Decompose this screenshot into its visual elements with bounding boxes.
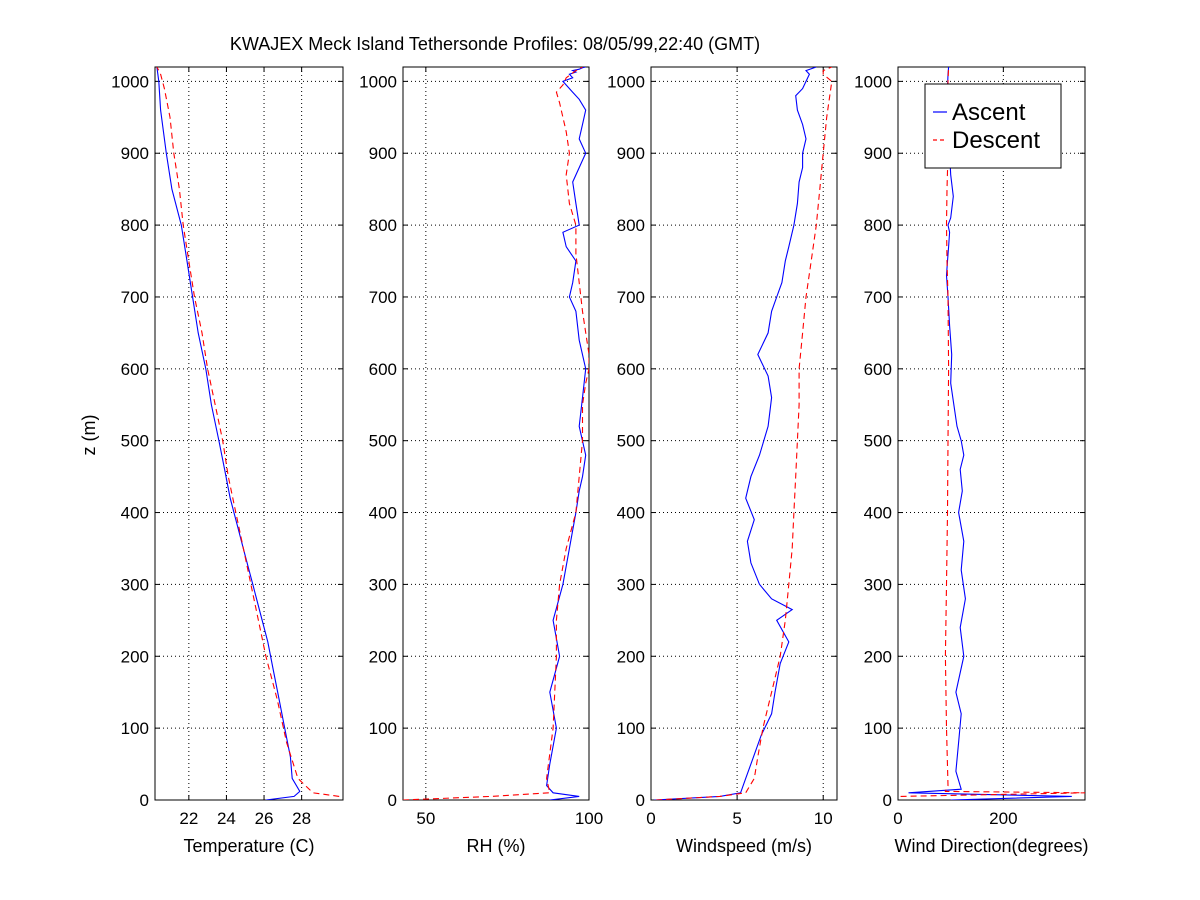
panel-2-ytick-label-4: 400 [369, 504, 397, 523]
panel-3-frame [650, 66, 838, 801]
panel-3-ytick-label-9: 900 [617, 144, 645, 163]
panel-3-xtick-label-0: 0 [646, 809, 655, 828]
panel-4-ytick-label-7: 700 [864, 288, 892, 307]
panel-2-ytick-label-5: 500 [369, 432, 397, 451]
panel-1-xtick-label-3: 28 [292, 809, 311, 828]
panel-2-ytick-label-10: 1000 [359, 72, 397, 91]
panel-1-ytick-label-3: 300 [121, 575, 149, 594]
legend-box [924, 83, 1062, 169]
panel-3-xtick-label-2: 10 [814, 809, 833, 828]
panel-2-ytick-label-2: 200 [369, 647, 397, 666]
panel-3-xlabel: Windspeed (m/s) [676, 836, 812, 856]
panel-1-xtick-label-1: 24 [217, 809, 236, 828]
panel-1-xtick-label-2: 26 [255, 809, 274, 828]
panel-3-ytick-label-6: 600 [617, 360, 645, 379]
panel-2-xtick-label-1: 100 [575, 809, 603, 828]
panel-3-series-ascent [654, 67, 817, 800]
panel-1-frame [154, 66, 344, 801]
panel-4-xtick-label-0: 0 [893, 809, 902, 828]
panel-1-ytick-label-10: 1000 [111, 72, 149, 91]
panel-2-frame [402, 66, 590, 801]
panel-2-ytick-label-7: 700 [369, 288, 397, 307]
panel-4-ytick-label-5: 500 [864, 432, 892, 451]
panel-4-series-ascent [908, 67, 1072, 800]
panel-1-ytick-label-0: 0 [140, 791, 149, 810]
panel-1-ytick-label-5: 500 [121, 432, 149, 451]
panel-1-ytick-label-8: 800 [121, 216, 149, 235]
panel-2-ytick-label-1: 100 [369, 719, 397, 738]
panel-1-ytick-label-4: 400 [121, 504, 149, 523]
panel-2-ytick-label-9: 900 [369, 144, 397, 163]
panel-4-ytick-label-0: 0 [883, 791, 892, 810]
panel-2-ytick-label-3: 300 [369, 575, 397, 594]
panel-4-ytick-label-9: 900 [864, 144, 892, 163]
panel-3-xtick-label-1: 5 [732, 809, 741, 828]
panel-4-ytick-label-3: 300 [864, 575, 892, 594]
panel-1-ytick-label-6: 600 [121, 360, 149, 379]
panel-3-ytick-label-3: 300 [617, 575, 645, 594]
panel-1-ytick-label-7: 700 [121, 288, 149, 307]
panel-1-xtick-label-0: 22 [179, 809, 198, 828]
panel-2-ytick-label-6: 600 [369, 360, 397, 379]
panel-1-xlabel: Temperature (C) [183, 836, 314, 856]
panel-3-ytick-label-2: 200 [617, 647, 645, 666]
panel-3-ytick-label-4: 400 [617, 504, 645, 523]
panel-4-ytick-label-10: 1000 [854, 72, 892, 91]
panel-4-xtick-label-1: 200 [989, 809, 1017, 828]
panel-4-ytick-label-2: 200 [864, 647, 892, 666]
panel-1-series-descent [156, 67, 340, 797]
panel-3-ytick-label-7: 700 [617, 288, 645, 307]
panel-3-ytick-label-10: 1000 [607, 72, 645, 91]
panel-1-ytick-label-2: 200 [121, 647, 149, 666]
panel-1: 0 100 200 300 400 500 600 700 800 900 1000 22 24 26 28… [111, 66, 344, 856]
panel-4-frame [897, 66, 1086, 801]
panel-4-series-descent [900, 67, 1085, 797]
legend-label-descent: Descent [952, 127, 1040, 154]
panel-2-ytick-label-0: 0 [388, 791, 397, 810]
panel-3-ytick-label-0: 0 [636, 791, 645, 810]
panel-1-ytick-label-1: 100 [121, 719, 149, 738]
panel-2: 0 100 200 300 400 500 600 700 800 900 1000 50 100 RH … [359, 66, 603, 856]
panel-4-xlabel: Wind Direction(degrees) [894, 836, 1088, 856]
panel-4: 0 100 200 300 400 500 600 700 800 900 1000 0 200 Wind… [854, 66, 1089, 856]
panel-2-series-descent [403, 67, 589, 800]
panel-2-xtick-label-0: 50 [416, 809, 435, 828]
y-axis-label: z (m) [79, 415, 99, 456]
chart-title: KWAJEX Meck Island Tethersonde Profiles:… [230, 34, 760, 54]
panel-4-ytick-label-8: 800 [864, 216, 892, 235]
panel-3-ytick-label-8: 800 [617, 216, 645, 235]
panel-4-ytick-label-1: 100 [864, 719, 892, 738]
panel-3-ytick-label-5: 500 [617, 432, 645, 451]
panel-1-series-ascent [156, 67, 301, 800]
panel-4-ytick-label-6: 600 [864, 360, 892, 379]
panel-3-series-descent [656, 67, 833, 800]
panel-2-ytick-label-8: 800 [369, 216, 397, 235]
panel-2-xlabel: RH (%) [467, 836, 526, 856]
panel-1-ytick-label-9: 900 [121, 144, 149, 163]
panel-4-ytick-label-4: 400 [864, 504, 892, 523]
panel-3: 0 100 200 300 400 500 600 700 800 900 1000 0 5 10Wind… [607, 66, 838, 856]
legend-label-ascent: Ascent [952, 99, 1026, 126]
panel-2-series-ascent [546, 67, 587, 800]
panel-3-ytick-label-1: 100 [617, 719, 645, 738]
